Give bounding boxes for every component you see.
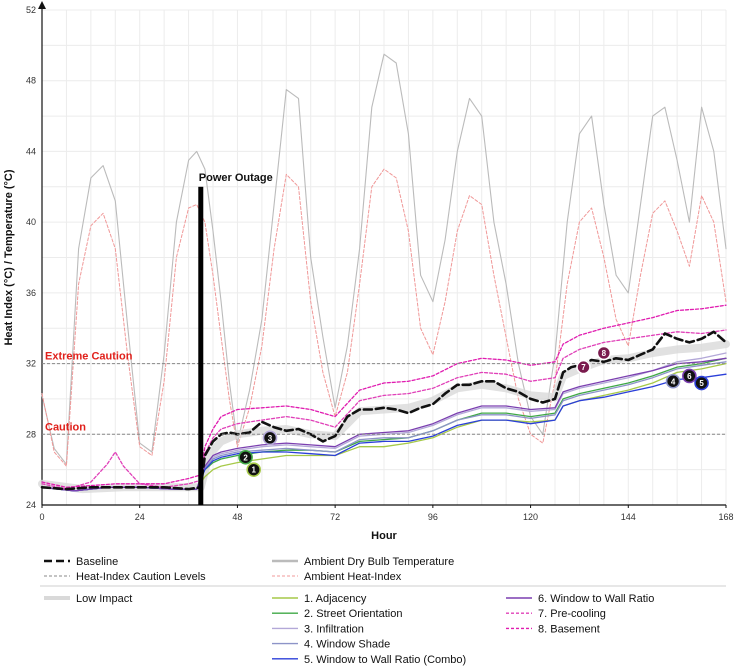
- legend-label: 5. Window to Wall Ratio (Combo): [304, 654, 466, 666]
- legend-label: 4. Window Shade: [304, 639, 390, 651]
- y-tick-label: 28: [26, 429, 36, 439]
- marker-label: 5: [699, 379, 704, 388]
- y-tick-label: 36: [26, 288, 36, 298]
- legend-item-4-window-shade: 4. Window Shade: [272, 639, 390, 651]
- legend-label: 7. Pre-cooling: [538, 608, 606, 620]
- series-7-pre-cooling: [41, 329, 727, 490]
- marker-6: 6: [682, 368, 697, 384]
- marker-label: 2: [243, 453, 248, 462]
- legend-label: Baseline: [76, 556, 118, 568]
- reference-lines: Extreme Caution Caution: [42, 351, 726, 435]
- marker-circle: [576, 359, 591, 375]
- marker-label: 3: [268, 434, 273, 443]
- y-tick-label: 44: [26, 146, 36, 156]
- legend-label: Heat-Index Caution Levels: [76, 571, 206, 583]
- power-outage-label: Power Outage: [199, 172, 273, 184]
- power-outage-bar: [198, 186, 204, 506]
- y-tick-label: 32: [26, 359, 36, 369]
- marker-label: 8: [602, 349, 607, 358]
- y-axis-arrow: [38, 1, 46, 9]
- legend-label: Ambient Dry Bulb Temperature: [304, 556, 454, 568]
- power-outage-event: Power Outage: [198, 172, 273, 506]
- legend-label: Low Impact: [76, 593, 132, 605]
- marker-circle: [262, 430, 278, 446]
- y-tick-label: 52: [26, 5, 36, 15]
- legend-item-6-window-to-wall-ratio: 6. Window to Wall Ratio: [506, 593, 654, 605]
- legend-item-8-basement: 8. Basement: [506, 623, 600, 635]
- series-baseline: [40, 330, 728, 491]
- series-ambient-heat-index: [41, 168, 727, 467]
- legend-item-ambient-heat-index: Ambient Heat-Index: [272, 571, 402, 583]
- grid: [41, 9, 727, 506]
- x-tick-label: 72: [330, 512, 340, 522]
- legend-label: 2. Street Orientation: [304, 608, 402, 620]
- legend-item-3-infiltration: 3. Infiltration: [272, 623, 364, 635]
- marker-5: 5: [694, 375, 709, 391]
- legend-item-ambient-dry-bulb-temperature: Ambient Dry Bulb Temperature: [272, 556, 454, 568]
- series-layer: [38, 53, 730, 494]
- series-6-window-to-wall-ratio: [41, 357, 727, 492]
- legend-item-low-impact: Low Impact: [44, 593, 132, 605]
- legend-item-2-street-orientation: 2. Street Orientation: [272, 608, 402, 620]
- x-tick-label: 0: [39, 512, 44, 522]
- legend-item-5-window-to-wall-ratio-combo: 5. Window to Wall Ratio (Combo): [272, 654, 466, 666]
- legend: Baseline Heat-Index Caution Levels Ambient…: [40, 556, 726, 666]
- x-tick-label: 96: [428, 512, 438, 522]
- marker-circle: [682, 368, 697, 384]
- legend-label: 1. Adjacency: [304, 593, 367, 605]
- legend-item-baseline: Baseline: [44, 556, 118, 568]
- legend-label: Ambient Heat-Index: [304, 571, 402, 583]
- marker-circle: [694, 375, 709, 391]
- legend-item-heat-index-caution-levels: Heat-Index Caution Levels: [44, 571, 206, 583]
- marker-circle: [246, 462, 262, 477]
- marker-1: 1: [246, 462, 262, 477]
- x-tick-label: 168: [718, 512, 733, 522]
- marker-circle: [665, 373, 681, 389]
- marker-circle: [596, 345, 612, 361]
- marker-4: 4: [665, 373, 681, 389]
- marker-2: 2: [238, 449, 253, 465]
- marker-circle: [238, 449, 253, 465]
- y-tick-label: 24: [26, 500, 36, 510]
- marker-3: 3: [262, 430, 278, 446]
- ref-label-extreme-caution: Extreme Caution: [45, 351, 133, 363]
- marker-7: 7: [576, 359, 591, 375]
- x-tick-label: 120: [523, 512, 538, 522]
- marker-8: 8: [596, 345, 612, 361]
- y-axis-label: Heat Index (°C) / Temperature (°C): [3, 169, 15, 345]
- legend-item-7-pre-cooling: 7. Pre-cooling: [506, 608, 606, 620]
- marker-label: 1: [251, 466, 256, 475]
- series-ambient-dry-bulb-temperature: [41, 53, 727, 465]
- series-8-basement: [41, 304, 727, 488]
- x-tick-label: 48: [232, 512, 242, 522]
- x-tick-label: 24: [135, 512, 145, 522]
- marker-label: 4: [671, 377, 676, 386]
- legend-item-1-adjacency: 1. Adjacency: [272, 593, 367, 605]
- x-axis-label: Hour: [371, 530, 397, 542]
- legend-label: 3. Infiltration: [304, 623, 364, 635]
- y-tick-label: 48: [26, 76, 36, 86]
- legend-label: 6. Window to Wall Ratio: [538, 593, 654, 605]
- ref-label-caution: Caution: [45, 421, 86, 433]
- marker-label: 7: [581, 363, 586, 372]
- marker-label: 6: [687, 372, 692, 381]
- x-tick-label: 144: [621, 512, 636, 522]
- y-tick-label: 40: [26, 217, 36, 227]
- legend-label: 8. Basement: [538, 623, 600, 635]
